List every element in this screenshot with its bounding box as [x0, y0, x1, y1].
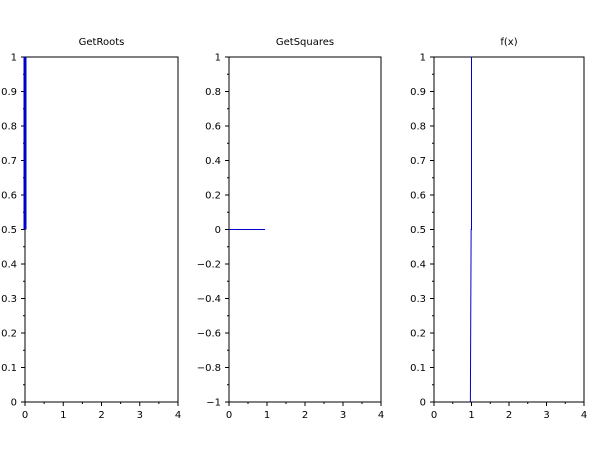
x-tick-label: 4	[378, 410, 384, 421]
x-tick-label: 2	[98, 410, 104, 421]
x-tick-label: 3	[340, 410, 346, 421]
y-tick-label: 0.3	[410, 294, 426, 305]
axes-frame	[24, 56, 179, 403]
x-tick-label: 0	[226, 410, 232, 421]
x-tick-label: 0	[431, 410, 437, 421]
y-tick-label: 0.8	[1, 122, 17, 133]
y-tick-label: 0.5	[1, 225, 17, 236]
y-tick-label: 0.4	[1, 260, 17, 271]
x-tick-label: 3	[137, 410, 143, 421]
subplot-title: f(x)	[500, 37, 517, 48]
y-tick-label: −0.8	[197, 363, 221, 374]
x-tick-label: 2	[506, 410, 512, 421]
y-tick-label: 1	[420, 53, 426, 64]
y-tick-label: 0.8	[410, 122, 426, 133]
y-tick-label: −0.4	[197, 294, 221, 305]
y-tick-label: 0.6	[1, 191, 17, 202]
x-tick-label: 4	[581, 410, 587, 421]
x-tick-label: 1	[264, 410, 270, 421]
y-tick-label: 1	[215, 53, 221, 64]
subplot-title: GetSquares	[276, 37, 334, 48]
y-tick-label: 0.4	[205, 156, 221, 167]
y-tick-label: 1	[11, 53, 17, 64]
y-tick-label: −0.2	[197, 260, 221, 271]
x-tick-label: 0	[22, 410, 28, 421]
y-tick-label: 0.9	[1, 87, 17, 98]
y-tick-label: 0.2	[205, 191, 221, 202]
subplot-0: GetRoots 0 1 2 3 4 0 0.1 0.2 0.3 0.4 0.5 0.6 0.7 0.8 0.…	[1, 37, 181, 421]
x-tick-label: 4	[175, 410, 181, 421]
subplot-1: GetSquares 0 1 2 3 4 −1 −0.8 −0.6 −0.4 −0.2 0 0.2 0.4…	[197, 37, 384, 421]
y-tick-label: 0.6	[205, 122, 221, 133]
y-tick-label: 0	[11, 398, 17, 409]
y-tick-label: 0.2	[1, 329, 17, 340]
x-tick-label: 3	[543, 410, 549, 421]
y-tick-label: 0.5	[410, 225, 426, 236]
y-tick-label: 0.7	[1, 156, 17, 167]
y-tick-label: 0.4	[410, 260, 426, 271]
y-tick-label: 0.1	[410, 363, 426, 374]
y-tick-label: 0.8	[205, 87, 221, 98]
subplot-title: GetRoots	[79, 37, 125, 48]
x-tick-label: 1	[468, 410, 474, 421]
y-tick-label: −1	[206, 398, 221, 409]
y-tick-label: 0.1	[1, 363, 17, 374]
y-tick-label: 0.6	[410, 191, 426, 202]
y-tick-label: 0.9	[410, 87, 426, 98]
y-tick-label: 0.2	[410, 329, 426, 340]
axes-frame	[433, 56, 585, 403]
y-tick-label: 0.3	[1, 294, 17, 305]
subplot-2: f(x) 0 1 2 3 4 0 0.1 0.2 0.3 0.4 0.5 0.6 0.7 0.8 0.9 1	[410, 37, 587, 421]
series-line	[469, 57, 472, 403]
y-tick-label: 0	[215, 225, 221, 236]
x-tick-label: 2	[302, 410, 308, 421]
x-tick-label: 1	[60, 410, 66, 421]
y-tick-label: 0	[420, 398, 426, 409]
y-tick-label: 0.7	[410, 156, 426, 167]
y-tick-label: −0.6	[197, 329, 221, 340]
